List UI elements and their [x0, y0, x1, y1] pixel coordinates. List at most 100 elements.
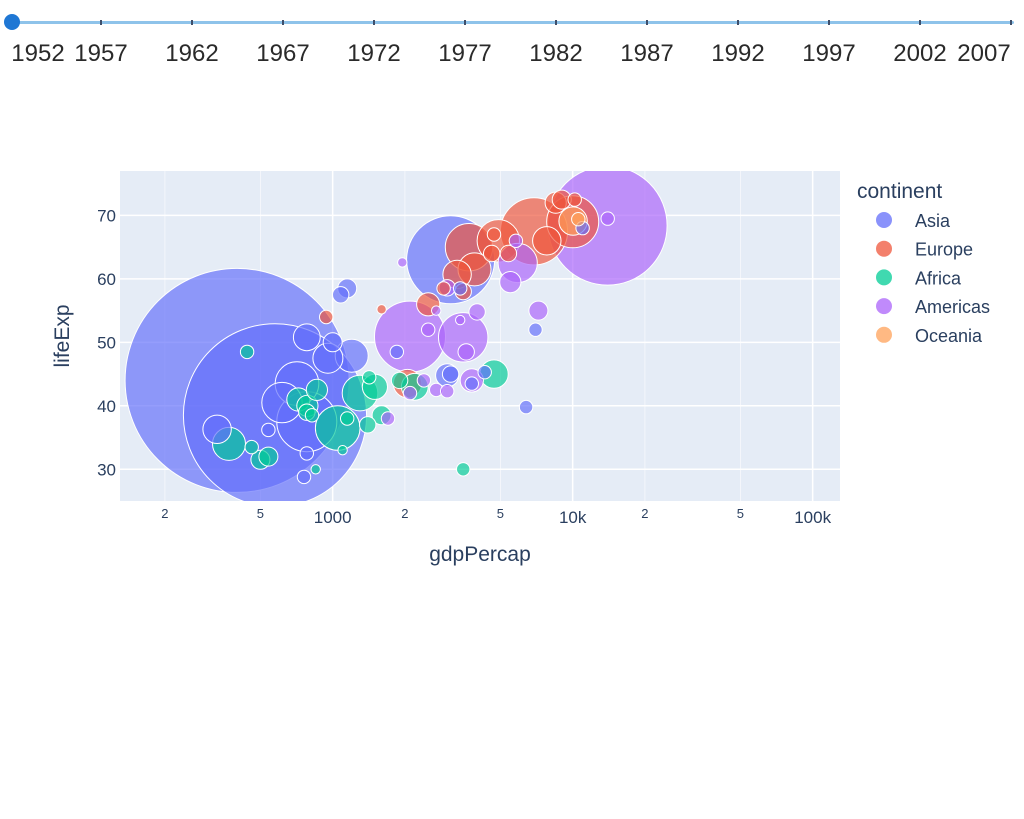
slider-year-label[interactable]: 1952 — [11, 40, 64, 67]
slider-year-label[interactable]: 1987 — [620, 40, 673, 67]
bubble-asia[interactable] — [299, 446, 314, 461]
bubble-americas[interactable] — [438, 312, 489, 363]
bubble-europe[interactable] — [486, 227, 502, 242]
legend-label: Europe — [915, 240, 973, 260]
legend-marker — [876, 326, 892, 343]
bubble-africa[interactable] — [244, 439, 259, 455]
bubble-africa[interactable] — [304, 408, 320, 423]
x-minor-tick-label: 2 — [401, 506, 408, 521]
slider-year-label[interactable]: 2002 — [893, 40, 946, 67]
y-tick-label: 60 — [97, 270, 116, 289]
bubble-africa[interactable] — [337, 445, 348, 456]
bubble-americas[interactable] — [431, 305, 442, 316]
bubble-americas[interactable] — [397, 257, 408, 268]
legend-label: Oceania — [915, 326, 983, 346]
legend-items: Asia Europe Africa Americas Oceania — [876, 211, 990, 346]
bubble-africa[interactable] — [390, 371, 409, 390]
bubble-africa[interactable] — [310, 464, 321, 475]
bubble-africa[interactable] — [359, 416, 377, 434]
bubble-americas[interactable] — [421, 322, 436, 337]
legend-item-americas[interactable]: Americas — [876, 297, 990, 317]
bubble-europe[interactable] — [567, 192, 582, 207]
legend-marker — [876, 240, 892, 257]
slider-track[interactable] — [14, 21, 1014, 24]
bubble-americas[interactable] — [416, 373, 432, 388]
legend-label: Africa — [915, 268, 962, 288]
bubble-asia[interactable] — [528, 322, 543, 337]
bubble-americas[interactable] — [457, 343, 475, 361]
legend-item-europe[interactable]: Europe — [876, 240, 973, 260]
year-slider[interactable]: 1952 1957 1962 1967 1972 1977 1982 1987 1992 1997… — [4, 14, 1014, 67]
x-minor-tick-label: 2 — [641, 506, 648, 521]
legend-title: continent — [857, 180, 942, 203]
slider-year-label[interactable]: 1977 — [438, 40, 491, 67]
bubble-africa[interactable] — [314, 405, 361, 451]
slider-handle[interactable] — [4, 14, 20, 30]
bubble-americas[interactable] — [600, 211, 615, 226]
bubble-europe[interactable] — [532, 226, 562, 256]
bubble-europe[interactable] — [319, 309, 334, 325]
bubble-americas[interactable] — [380, 411, 396, 426]
bubble-asia[interactable] — [296, 469, 312, 485]
bubble-europe[interactable] — [376, 304, 387, 315]
slider-year-label[interactable]: 1992 — [711, 40, 764, 67]
bubble-africa[interactable] — [456, 462, 471, 477]
bubbles-layer — [124, 171, 668, 501]
legend-label: Asia — [915, 211, 951, 231]
slider-year-label[interactable]: 1982 — [529, 40, 582, 67]
legend-item-asia[interactable]: Asia — [876, 211, 951, 231]
legend-marker — [876, 298, 892, 315]
bubble-americas[interactable] — [508, 233, 524, 249]
y-tick-label: 40 — [97, 397, 116, 416]
bubble-asia[interactable] — [389, 344, 404, 360]
bubble-africa[interactable] — [340, 411, 355, 426]
bubble-americas[interactable] — [468, 303, 486, 321]
slider-year-label[interactable]: 1962 — [165, 40, 218, 67]
y-tick-label: 50 — [97, 333, 116, 352]
bubble-asia[interactable] — [261, 422, 276, 438]
slider-tick — [464, 20, 466, 25]
bubble-africa[interactable] — [305, 378, 328, 401]
x-tick-label: 100k — [794, 508, 831, 527]
legend-marker — [876, 212, 892, 228]
bubble-americas[interactable] — [440, 384, 455, 399]
bubble-europe[interactable] — [436, 281, 451, 296]
bubble-africa[interactable] — [239, 344, 255, 360]
bubble-asia[interactable] — [322, 332, 343, 353]
slider-year-label[interactable]: 1972 — [347, 40, 400, 67]
slider-tick — [828, 20, 830, 25]
slider-tick — [737, 20, 739, 25]
legend-item-africa[interactable]: Africa — [876, 268, 962, 288]
slider-year-label[interactable]: 1957 — [74, 40, 127, 67]
bubble-asia[interactable] — [441, 365, 460, 383]
x-minor-tick-label: 2 — [161, 506, 168, 521]
x-minor-tick-label: 5 — [257, 506, 264, 521]
bubble-americas[interactable] — [499, 271, 522, 294]
bubble-americas[interactable] — [528, 300, 549, 321]
bubble-oceania[interactable] — [571, 212, 586, 227]
bubble-asia[interactable] — [292, 323, 321, 352]
bubble-africa[interactable] — [362, 370, 377, 385]
slider-year-label[interactable]: 1997 — [802, 40, 855, 67]
slider-year-label[interactable]: 1967 — [256, 40, 309, 67]
bubble-asia[interactable] — [518, 399, 534, 415]
bubble-asia[interactable] — [453, 281, 468, 296]
bubble-asia[interactable] — [202, 414, 232, 444]
slider-labels: 1952 1957 1962 1967 1972 1977 1982 1987 1992 1997… — [11, 40, 1010, 67]
x-axis-ticks: 1000 10k 100k 2 5 2 5 2 5 — [161, 506, 831, 527]
slider-tick — [1010, 20, 1012, 25]
bubble-asia[interactable] — [477, 365, 492, 380]
slider-tick — [282, 20, 284, 25]
bubble-americas[interactable] — [455, 314, 466, 326]
bubble-americas[interactable] — [402, 385, 418, 401]
legend-item-oceania[interactable]: Oceania — [876, 326, 983, 346]
x-minor-tick-label: 5 — [737, 506, 744, 521]
slider-year-label[interactable]: 2007 — [957, 40, 1010, 67]
slider-ticks — [100, 20, 1012, 25]
bubble-europe[interactable] — [483, 244, 501, 263]
y-tick-label: 70 — [97, 206, 116, 225]
x-tick-label: 1000 — [314, 508, 352, 527]
bubble-asia[interactable] — [332, 286, 350, 304]
bubble-asia[interactable] — [464, 376, 479, 391]
bubble-africa[interactable] — [258, 446, 279, 467]
